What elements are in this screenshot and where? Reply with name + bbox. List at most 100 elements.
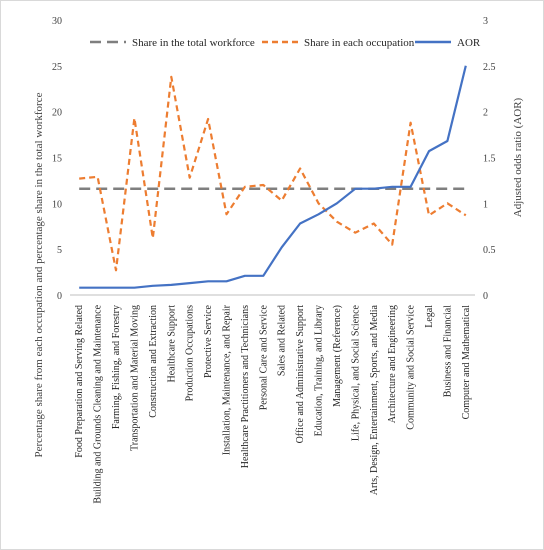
- left-tick-label: 15: [52, 154, 62, 165]
- series-3-point: [207, 280, 209, 282]
- series-3-point: [391, 186, 393, 188]
- series-3-point: [465, 65, 467, 67]
- series-2-point: [317, 202, 319, 204]
- series-3-point: [336, 202, 338, 204]
- x-tick-label: Installation, Maintenance, and Repair: [221, 304, 232, 455]
- x-tick-label: Healthcare Practitioners and Technicians: [240, 305, 251, 468]
- series-3-point: [317, 213, 319, 215]
- series-2-point: [465, 214, 467, 216]
- series-2-point: [115, 269, 117, 271]
- series-2-point: [299, 167, 301, 169]
- series-1-point: [96, 187, 98, 189]
- series-2-point: [244, 186, 246, 188]
- series-1-point: [133, 187, 135, 189]
- series-3-point: [446, 140, 448, 142]
- series-2-point: [446, 202, 448, 204]
- series-2-point: [409, 121, 411, 123]
- x-tick-label: Production Occupations: [185, 305, 196, 401]
- legend-label-3: AOR: [457, 37, 481, 49]
- x-tick-label: Food Preparation and Serving Related: [74, 305, 85, 458]
- series-2-point: [225, 213, 227, 215]
- left-tick-label: 10: [52, 199, 62, 210]
- series-3-point: [133, 286, 135, 288]
- series-2-point: [170, 76, 172, 78]
- series-1-point: [115, 187, 117, 189]
- series-1-point: [262, 187, 264, 189]
- x-tick-label: Arts, Design, Entertainment, Sports, and…: [369, 304, 380, 495]
- x-tick-label: Life, Physical, and Social Science: [350, 304, 361, 441]
- left-tick-label: 0: [57, 291, 62, 302]
- series-2-point: [207, 118, 209, 120]
- x-tick-label: Office and Administrative Support: [295, 305, 306, 444]
- series-3-point: [428, 150, 430, 152]
- series-3-point: [373, 187, 375, 189]
- series-3-point: [78, 286, 80, 288]
- x-tick-label: Community and Social Service: [406, 304, 417, 429]
- series-3-point: [354, 187, 356, 189]
- series-3-point: [152, 285, 154, 287]
- series-3-point: [225, 280, 227, 282]
- series-3-point: [281, 246, 283, 248]
- legend-label-1: Share in the total workforce: [132, 37, 255, 49]
- series-2-point: [133, 117, 135, 119]
- series-1-point: [317, 187, 319, 189]
- series-2-point: [354, 231, 356, 233]
- series-2-point: [188, 176, 190, 178]
- right-tick-label: 1.5: [483, 154, 496, 165]
- x-tick-label: Transportation and Material Moving: [129, 305, 140, 451]
- x-tick-label: Farming, Fishing, and Forestry: [111, 305, 122, 429]
- series-2-point: [96, 176, 98, 178]
- x-tick-label: Computer and Mathematical: [461, 305, 472, 420]
- series-3-point: [188, 282, 190, 284]
- x-tick-label: Personal Care and Service: [258, 304, 269, 410]
- series-1-point: [225, 187, 227, 189]
- series-3-point: [262, 275, 264, 277]
- left-tick-label: 25: [52, 62, 62, 73]
- series-1-point: [446, 187, 448, 189]
- series-1-point: [78, 187, 80, 189]
- right-tick-label: 2.5: [483, 62, 496, 73]
- x-tick-label: Protective Service: [203, 304, 214, 378]
- left-tick-label: 5: [57, 245, 62, 256]
- series-2-point: [336, 220, 338, 222]
- series-2-point: [391, 243, 393, 245]
- x-tick-label: Architecture and Engineering: [387, 305, 398, 423]
- series-1-point: [188, 187, 190, 189]
- series-2-point: [152, 237, 154, 239]
- right-tick-label: 1: [483, 199, 488, 210]
- legend-label-2: Share in each occupation: [304, 37, 415, 49]
- series-1-point: [207, 187, 209, 189]
- series-3-point: [96, 286, 98, 288]
- series-3-point: [409, 186, 411, 188]
- series-2-point: [428, 214, 430, 216]
- series-2-point: [281, 199, 283, 201]
- y-axis-left-title: Percentage share from each occupation an…: [33, 92, 45, 457]
- series-1-point: [428, 187, 430, 189]
- series-1-point: [299, 187, 301, 189]
- left-tick-label: 20: [52, 108, 62, 119]
- x-tick-label: Construction and Extraction: [148, 305, 159, 418]
- series-2-point: [262, 184, 264, 186]
- x-tick-label: Business and Financial: [442, 305, 453, 397]
- series-3-point: [299, 222, 301, 224]
- series-2-point: [373, 222, 375, 224]
- series-1-point: [465, 187, 467, 189]
- series-1-point: [170, 187, 172, 189]
- series-3-point: [170, 284, 172, 286]
- series-1-point: [281, 187, 283, 189]
- x-tick-label: Healthcare Support: [166, 305, 177, 383]
- series-3-point: [244, 275, 246, 277]
- right-tick-label: 2: [483, 108, 488, 119]
- x-tick-label: Legal: [424, 305, 435, 328]
- x-tick-label: Sales and Related: [277, 305, 288, 376]
- series-2-point: [78, 177, 80, 179]
- right-tick-label: 0.5: [483, 245, 496, 256]
- series-line-3: [79, 65, 467, 289]
- right-tick-label: 0: [483, 291, 488, 302]
- series-1-point: [152, 187, 154, 189]
- left-tick-label: 30: [52, 16, 62, 27]
- x-tick-label: Education, Training, and Library: [314, 305, 325, 436]
- y-axis-right-title: Adjusted odds ratio (AOR): [512, 97, 524, 217]
